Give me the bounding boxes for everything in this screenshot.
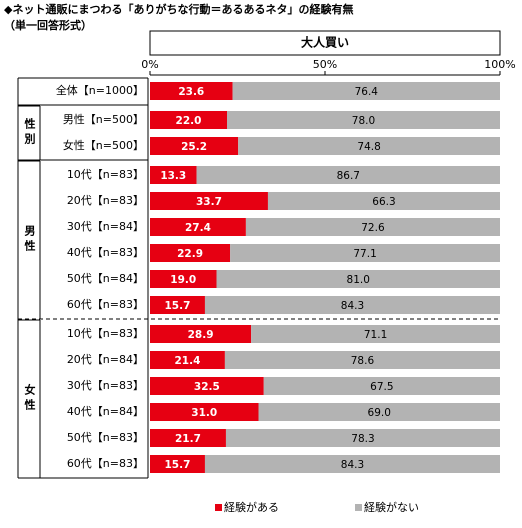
y-tick-label: 10代【n=83】 <box>67 327 144 340</box>
bar-segment <box>150 351 225 369</box>
bar-segment <box>216 270 500 288</box>
value-label: 32.5 <box>194 381 220 393</box>
value-label: 31.0 <box>191 407 217 419</box>
value-label: 21.7 <box>175 433 201 445</box>
chart-subtitle: （単一回答形式） <box>4 18 92 32</box>
value-label: 72.6 <box>361 222 385 234</box>
bar-segment <box>150 455 205 473</box>
x-tick-label: 50% <box>313 58 337 71</box>
legend-label: 経験がある <box>224 500 279 514</box>
bar-segment <box>150 403 259 421</box>
value-label: 81.0 <box>347 274 370 286</box>
value-label: 66.3 <box>372 196 395 208</box>
legend-marker <box>215 504 222 511</box>
value-label: 13.3 <box>160 170 186 182</box>
y-tick-label: 10代【n=83】 <box>67 168 144 181</box>
value-label: 76.4 <box>355 86 379 98</box>
value-label: 25.2 <box>181 141 207 153</box>
bar-segment <box>150 429 226 447</box>
panel-box <box>149 30 501 56</box>
bar-segment <box>150 270 217 288</box>
bar-segment <box>150 244 231 262</box>
legend-label: 経験がない <box>364 500 419 514</box>
bar-segment <box>225 429 500 447</box>
y-tick-label: 30代【n=84】 <box>67 220 144 233</box>
value-label: 67.5 <box>370 381 393 393</box>
y-tick-label: 20代【n=84】 <box>67 353 144 366</box>
bar-segment <box>150 192 268 210</box>
y-tick-label: 50代【n=84】 <box>67 272 144 285</box>
value-label: 84.3 <box>341 459 364 471</box>
bar-segment <box>196 166 501 184</box>
y-tick-label: 女性【n=500】 <box>63 138 144 152</box>
group-label: 性別 <box>23 117 37 148</box>
y-tick-label: 全体【n=1000】 <box>56 83 144 97</box>
y-tick-label: 30代【n=83】 <box>67 379 144 392</box>
bar-segment <box>224 351 500 369</box>
bar-segment <box>150 218 246 236</box>
panel-title: 大人買い <box>301 35 349 50</box>
bar-segment <box>258 403 500 421</box>
y-tick-label: 50代【n=83】 <box>67 431 144 444</box>
value-label: 78.3 <box>351 433 374 445</box>
bar-segment <box>245 218 500 236</box>
group-label: 女性 <box>23 383 36 414</box>
value-label: 78.6 <box>351 355 375 367</box>
value-label: 77.1 <box>353 248 376 260</box>
bar-segment <box>267 192 500 210</box>
value-label: 15.7 <box>165 300 191 312</box>
value-label: 69.0 <box>368 407 391 419</box>
value-label: 19.0 <box>170 274 196 286</box>
value-label: 15.7 <box>165 459 191 471</box>
bar-segment <box>150 296 205 314</box>
value-label: 78.0 <box>352 115 375 127</box>
bar-segment <box>150 325 252 343</box>
value-label: 27.4 <box>185 222 211 234</box>
value-label: 84.3 <box>341 300 364 312</box>
bar-segment <box>232 82 500 100</box>
bar-segment <box>204 296 500 314</box>
group-label: 男性 <box>23 225 36 255</box>
y-tick-label: 20代【n=83】 <box>67 194 144 207</box>
bar-segment <box>150 166 197 184</box>
bar-segment <box>263 377 500 395</box>
y-tick-label: 40代【n=84】 <box>67 405 144 418</box>
y-tick-label: 60代【n=83】 <box>67 298 144 311</box>
bar-segment <box>150 111 227 129</box>
bar-segment <box>251 325 500 343</box>
bar-segment <box>204 455 500 473</box>
value-label: 28.9 <box>188 329 214 341</box>
bar-segment <box>230 244 500 262</box>
value-label: 21.4 <box>174 355 200 367</box>
bar-segment <box>150 377 264 395</box>
value-label: 74.8 <box>357 141 380 153</box>
value-label: 22.0 <box>176 115 202 127</box>
value-label: 33.7 <box>196 196 222 208</box>
bar-segment <box>150 82 233 100</box>
x-tick-label: 100% <box>484 58 515 71</box>
x-tick-label: 0% <box>141 58 158 71</box>
bar-segment <box>238 137 500 155</box>
chart-title: ◆ネット通販にまつわる「ありがちな行動＝あるあるネタ」の経験有無 <box>4 2 353 16</box>
y-tick-label: 60代【n=83】 <box>67 457 144 470</box>
bar-segment <box>227 111 500 129</box>
legend-marker <box>355 504 362 511</box>
value-label: 86.7 <box>337 170 360 182</box>
y-tick-label: 40代【n=83】 <box>67 246 144 259</box>
y-tick-label: 男性【n=500】 <box>63 112 144 126</box>
value-label: 23.6 <box>178 86 204 98</box>
value-label: 71.1 <box>364 329 387 341</box>
bar-segment <box>150 137 239 155</box>
value-label: 22.9 <box>177 248 203 260</box>
